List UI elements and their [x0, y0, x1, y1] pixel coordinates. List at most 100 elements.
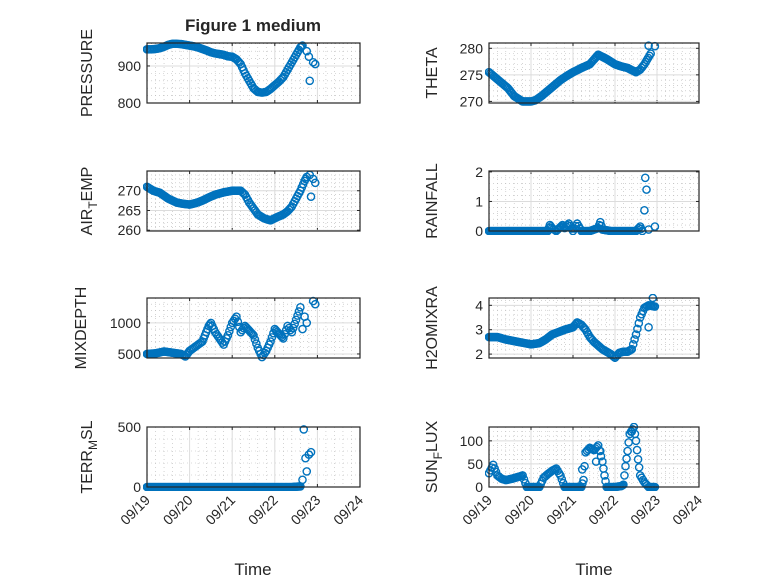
y-axis-label-part: AIR [79, 209, 96, 236]
data-point [630, 335, 639, 344]
data-point-outlier [304, 52, 314, 62]
data-point [631, 436, 641, 446]
data-point [246, 328, 256, 337]
y-tick-label: 500 [118, 346, 142, 362]
data-point [619, 480, 628, 489]
subplot-mixdepth: 500 1000 MIXDEPTH [73, 287, 361, 370]
data-point [233, 317, 243, 327]
data-point-outlier [308, 57, 318, 67]
y-axis-label: THETA [424, 47, 441, 99]
data-point [249, 331, 258, 340]
axes-box [488, 170, 700, 232]
x-tick-label: 09/22 [585, 492, 621, 528]
data-point-outlier [304, 450, 314, 459]
subplot-terr_msl: 09/19 09/20 09/21 09/22 09/23 09/24 0 500 TERRMS… [79, 419, 366, 528]
subplot-h2omixra: 2 3 4 H2OMIXRA [424, 286, 700, 370]
data-point-outlier [305, 76, 315, 86]
data-point [596, 217, 605, 227]
y-axis-label-part: SUN [424, 459, 441, 493]
y-axis-label: RAINFALL [424, 163, 441, 239]
data-point [266, 337, 275, 346]
x-tick-label: 09/21 [543, 492, 579, 528]
data-point-outlier [298, 324, 307, 334]
y-tick-label: 100 [460, 433, 484, 449]
x-tick-label: 09/23 [287, 492, 323, 528]
y-axis-label: MIXDEPTH [73, 287, 90, 370]
y-tick-label: 270 [460, 93, 484, 109]
data-markers [485, 294, 660, 362]
data-point-outlier [310, 178, 320, 188]
y-tick-label: 260 [118, 222, 142, 238]
axes-box [146, 170, 361, 232]
data-point [631, 330, 641, 339]
data-markers [143, 39, 320, 97]
axes-background [489, 298, 699, 358]
subplot-theta: 270 275 280 THETA [424, 40, 700, 109]
data-markers [485, 41, 660, 106]
data-point-outlier [310, 299, 320, 309]
data-point-outlier [640, 206, 649, 215]
data-point [518, 471, 527, 480]
axes-box [146, 297, 361, 359]
data-point [287, 327, 297, 337]
y-axis-label-subscript: F [431, 452, 445, 459]
data-point-outlier [302, 467, 312, 476]
data-point [628, 340, 638, 349]
data-point [250, 335, 260, 344]
data-point [290, 319, 299, 329]
data-point [556, 471, 565, 480]
axes-box [488, 297, 700, 359]
y-tick-label: 0 [475, 479, 483, 495]
axes-background [147, 427, 360, 487]
data-point [252, 339, 261, 348]
x-tick-label: 09/21 [202, 492, 238, 528]
figure-title: Figure 1 medium [185, 16, 321, 35]
y-tick-label: 2 [475, 346, 483, 362]
x-tick-label: 09/24 [330, 492, 366, 528]
x-tick-label: 09/23 [627, 492, 663, 528]
y-axis-label-subscript: T [86, 201, 100, 209]
y-tick-label: 280 [460, 40, 484, 56]
y-tick-label: 50 [467, 456, 483, 472]
y-axis-label-part: TERR [79, 450, 96, 494]
data-point [633, 455, 643, 464]
axes-box [488, 42, 700, 104]
data-point-outlier [299, 425, 309, 434]
data-point [276, 331, 286, 341]
data-point [223, 331, 233, 340]
y-tick-label: 1000 [110, 315, 141, 331]
data-point [557, 475, 567, 484]
data-point-outlier [596, 446, 605, 456]
data-point [632, 445, 642, 455]
data-point [600, 471, 609, 480]
data-point [294, 307, 304, 316]
y-axis-label-subscript: M [86, 440, 100, 450]
data-point [296, 43, 305, 52]
y-tick-label: 2 [475, 164, 483, 180]
y-axis-label: H2OMIXRA [424, 286, 441, 370]
data-point [620, 471, 629, 480]
data-point-outlier [577, 465, 587, 474]
x-tick-label: 09/24 [669, 492, 705, 528]
y-tick-label: 265 [118, 202, 142, 218]
data-point-outlier [298, 475, 307, 485]
data-point-outlier [300, 312, 309, 321]
subplot-pressure: 800 900 PRESSURE [79, 29, 361, 117]
x-tick-label: 09/20 [501, 492, 537, 528]
y-axis-label: TERRMSL [79, 420, 100, 493]
axes-background [489, 43, 699, 103]
data-point [519, 475, 529, 484]
y-axis-label: SUNFLUX [424, 421, 445, 494]
x-tick-label: 09/19 [117, 492, 153, 528]
y-tick-label: 4 [475, 297, 483, 313]
data-point [579, 475, 588, 485]
data-point [267, 333, 277, 342]
data-point-outlier [306, 192, 316, 201]
data-point-outlier [642, 185, 651, 194]
axes-box [488, 426, 700, 488]
x-axis-label-right: Time [575, 560, 612, 579]
data-point-outlier [302, 46, 312, 56]
x-tick-label: 09/22 [245, 492, 281, 528]
